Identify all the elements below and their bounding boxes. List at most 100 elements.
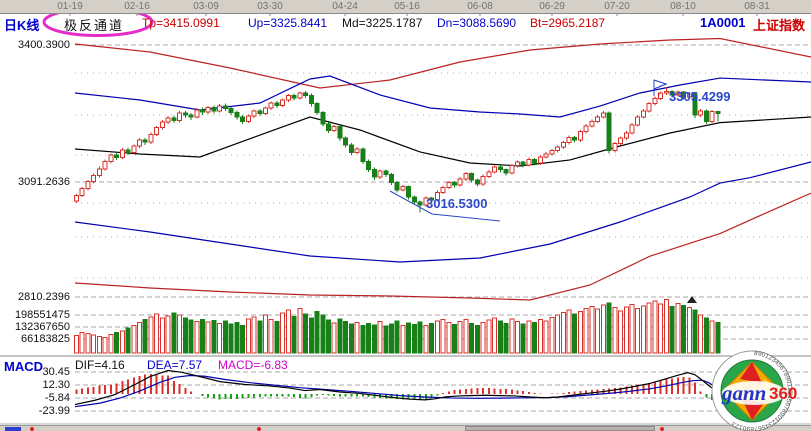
volume-bar <box>85 333 91 354</box>
volume-bar <box>434 320 440 354</box>
volume-bar <box>537 319 543 354</box>
price-axis-value: 3400.3900 <box>18 39 70 51</box>
volume-bar <box>366 322 372 354</box>
date-label: 06-08 <box>467 1 493 12</box>
volume-bar <box>663 299 669 354</box>
volume-bar <box>474 324 480 354</box>
volume-bar <box>652 300 658 354</box>
date-label: 01-19 <box>57 1 83 12</box>
candle-body <box>240 116 246 122</box>
channel-param-value: Tp=3415.0991 <box>142 16 220 30</box>
svg-text:gann: gann <box>721 381 766 405</box>
volume-axis-value: 198551475 <box>14 309 70 321</box>
candle-body <box>257 110 263 114</box>
candle-body <box>199 109 205 113</box>
candle-body <box>388 174 394 184</box>
candle-body <box>371 168 377 178</box>
volume-bar <box>234 321 240 354</box>
scrollbar-thumb[interactable] <box>465 426 655 431</box>
candle-body <box>555 146 561 152</box>
candle-body <box>451 182 457 186</box>
swing-high-annotation: 3305.4299 <box>669 89 731 104</box>
macd-axis-value: 30.45 <box>42 366 70 378</box>
channel-line-Tp <box>74 37 811 89</box>
candle-body <box>285 95 291 101</box>
macd-hist-value: MACD=-6.83 <box>218 358 288 372</box>
volume-bar <box>549 316 555 354</box>
volume-bar <box>640 305 646 354</box>
volume-bar <box>446 321 452 354</box>
candle-body <box>406 186 412 198</box>
candle-body <box>669 90 675 96</box>
candle-body <box>560 142 566 148</box>
volume-bar <box>566 309 572 354</box>
candle-body <box>503 169 509 174</box>
candle-body <box>85 181 91 190</box>
channel-line-Md <box>74 116 811 167</box>
volume-bar <box>675 302 681 354</box>
svg-text:360: 360 <box>769 384 797 403</box>
candle-body <box>629 124 635 134</box>
candle-body <box>474 179 480 185</box>
date-label: 05-16 <box>394 1 420 12</box>
candle-body <box>74 195 79 202</box>
volume-bar <box>543 320 549 354</box>
volume-bar <box>440 319 446 354</box>
channel-param-value: Up=3325.8441 <box>248 16 328 30</box>
candle-body <box>492 166 498 173</box>
volume-bar <box>177 314 183 354</box>
swing-low-leader-line <box>389 190 501 222</box>
candle-body <box>446 182 452 188</box>
volume-bar <box>503 322 509 354</box>
date-label: 07-20 <box>604 1 630 12</box>
scrollbar-red-marker <box>30 427 34 431</box>
candle-body <box>394 182 400 191</box>
volume-bar <box>159 317 165 354</box>
volume-bar <box>199 318 205 354</box>
candle-body <box>429 197 435 201</box>
candle-body <box>709 111 715 122</box>
volume-bar <box>148 316 154 354</box>
swing-high-arrow-icon: ↑ <box>656 90 662 102</box>
candle-body <box>171 117 177 122</box>
candle-body <box>331 126 337 131</box>
symbol-name: 上证指数 <box>753 18 806 33</box>
candle-body <box>119 149 125 158</box>
volume-bar <box>600 304 606 354</box>
candle-body <box>595 116 601 122</box>
volume-bar <box>262 314 268 354</box>
volume-bar <box>171 312 177 354</box>
candle-body <box>457 178 463 186</box>
candle-body <box>343 137 349 146</box>
candle-body <box>543 153 549 158</box>
volume-bar <box>211 320 217 354</box>
volume-bar <box>119 330 125 354</box>
volume-bar <box>314 310 320 354</box>
volume-bar <box>245 318 251 354</box>
candle-body <box>646 103 652 112</box>
volume-bar <box>114 331 120 354</box>
candle-body <box>291 95 297 99</box>
volume-bar <box>526 320 532 354</box>
candle-body <box>325 123 331 131</box>
horizontal-scrollbar[interactable] <box>0 425 811 431</box>
candle-body <box>600 112 606 118</box>
candle-body <box>102 160 108 170</box>
volume-bar <box>612 307 618 354</box>
candle-body <box>228 108 234 114</box>
price-axis-value: 2810.2396 <box>18 291 70 303</box>
candle-body <box>423 197 429 206</box>
date-label: 08-31 <box>744 1 770 12</box>
volume-bar <box>217 322 223 354</box>
volume-bar <box>532 321 538 354</box>
candle-body <box>280 99 286 106</box>
volume-bar <box>669 305 675 354</box>
volume-bar <box>595 308 601 354</box>
candle-body <box>566 136 572 144</box>
volume-bar <box>469 322 475 354</box>
volume-bar <box>383 325 389 354</box>
volume-bar <box>560 312 566 354</box>
volume-bar <box>709 320 715 354</box>
